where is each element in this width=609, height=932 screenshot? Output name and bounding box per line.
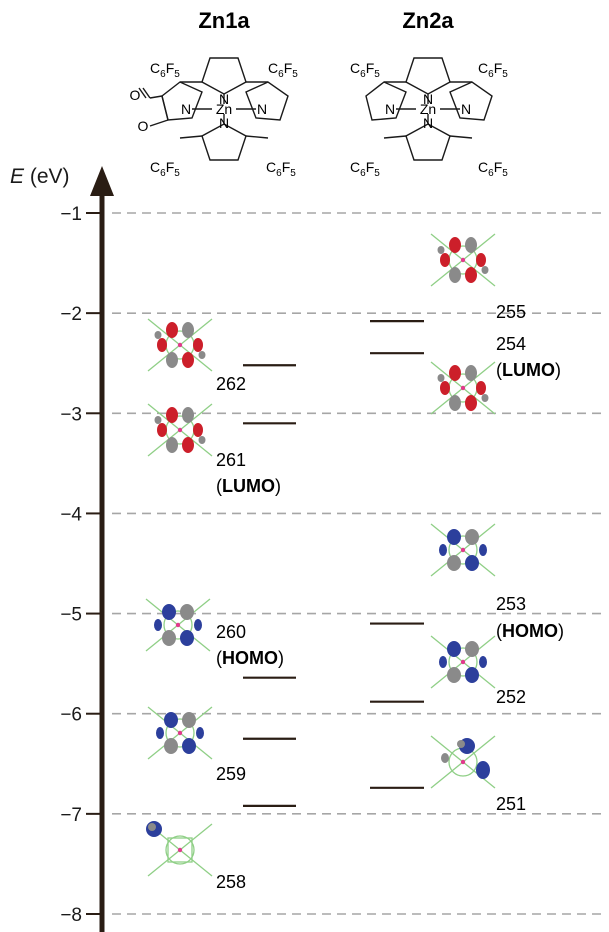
energy-levels <box>243 320 424 807</box>
orbital-259-image <box>147 706 213 760</box>
zn2a-structure <box>365 57 493 161</box>
orbital-label-259: 259 <box>216 764 246 784</box>
zn2a-n-right: N <box>461 101 471 117</box>
tick-label: −1 <box>60 204 82 225</box>
zn2a-sub-tr: C6F5 <box>478 60 508 80</box>
tick-label: −8 <box>60 905 82 926</box>
tick-label: −5 <box>60 605 82 626</box>
col2-title: Zn2a <box>402 8 454 33</box>
zn2a-n-top: N <box>423 91 433 107</box>
orbital-label-254: 254 <box>496 334 526 354</box>
zn1a-n-bottom: N <box>219 115 229 131</box>
orbital-254-image <box>430 361 496 415</box>
zn1a-n-right: N <box>257 101 267 117</box>
tick-label: −7 <box>60 805 82 826</box>
orbital-260-image <box>145 598 211 652</box>
orbital-tag-260: (HOMO) <box>216 648 284 668</box>
zn2a-sub-br: C6F5 <box>478 159 508 179</box>
zn1a-structure <box>138 57 289 161</box>
orbital-261-image <box>147 403 213 457</box>
axis-label-unit: (eV) <box>24 165 70 188</box>
orbital-label-260: 260 <box>216 622 246 642</box>
axis-label: E (eV) <box>10 165 70 188</box>
zn2a-metal: Zn <box>420 101 436 117</box>
zn1a-sub-tr: C6F5 <box>268 60 298 80</box>
orbital-255-image <box>430 233 496 287</box>
zn1a-oxygen-top: O <box>130 87 141 103</box>
orbital-262-image <box>147 318 213 372</box>
orbital-tag-254: (LUMO) <box>496 360 561 380</box>
orbital-258-image <box>145 820 213 877</box>
zn1a-n-top: N <box>219 91 229 107</box>
orbital-tag-253: (HOMO) <box>496 621 564 641</box>
orbital-252-image <box>430 635 496 689</box>
tick-label: −2 <box>60 304 82 325</box>
tick-label: −3 <box>60 404 82 425</box>
zn1a-metal: Zn <box>216 101 232 117</box>
orbital-label-258: 258 <box>216 872 246 892</box>
zn1a-n-left: N <box>181 101 191 117</box>
tick-label: −6 <box>60 705 82 726</box>
grid-lines <box>112 212 604 915</box>
zn1a-sub-br: C6F5 <box>266 159 296 179</box>
orbital-label-262: 262 <box>216 374 246 394</box>
axis-arrowhead <box>90 166 114 196</box>
zn1a-sub-tl: C6F5 <box>150 60 180 80</box>
orbital-tag-261: (LUMO) <box>216 476 281 496</box>
zn2a-n-left: N <box>385 101 395 117</box>
axis-label-symbol: E <box>10 165 25 188</box>
zn1a-oxygen-ring: O <box>138 118 149 134</box>
orbital-label-252: 252 <box>496 687 526 707</box>
orbital-label-261: 261 <box>216 450 246 470</box>
col1-title: Zn1a <box>198 8 250 33</box>
orbital-251-image <box>430 735 496 789</box>
orbital-253-image <box>430 523 496 577</box>
zn2a-n-bottom: N <box>423 115 433 131</box>
zn1a-sub-bl: C6F5 <box>150 159 180 179</box>
tick-label: −4 <box>60 504 82 525</box>
orbital-label-251: 251 <box>496 794 526 814</box>
tick-labels: −1 −2 −3 −4 −5 −6 −7 −8 <box>60 204 102 926</box>
orbital-label-253: 253 <box>496 594 526 614</box>
zn2a-sub-bl: C6F5 <box>350 159 380 179</box>
orbital-label-255: 255 <box>496 302 526 322</box>
zn2a-sub-tl: C6F5 <box>350 60 380 80</box>
